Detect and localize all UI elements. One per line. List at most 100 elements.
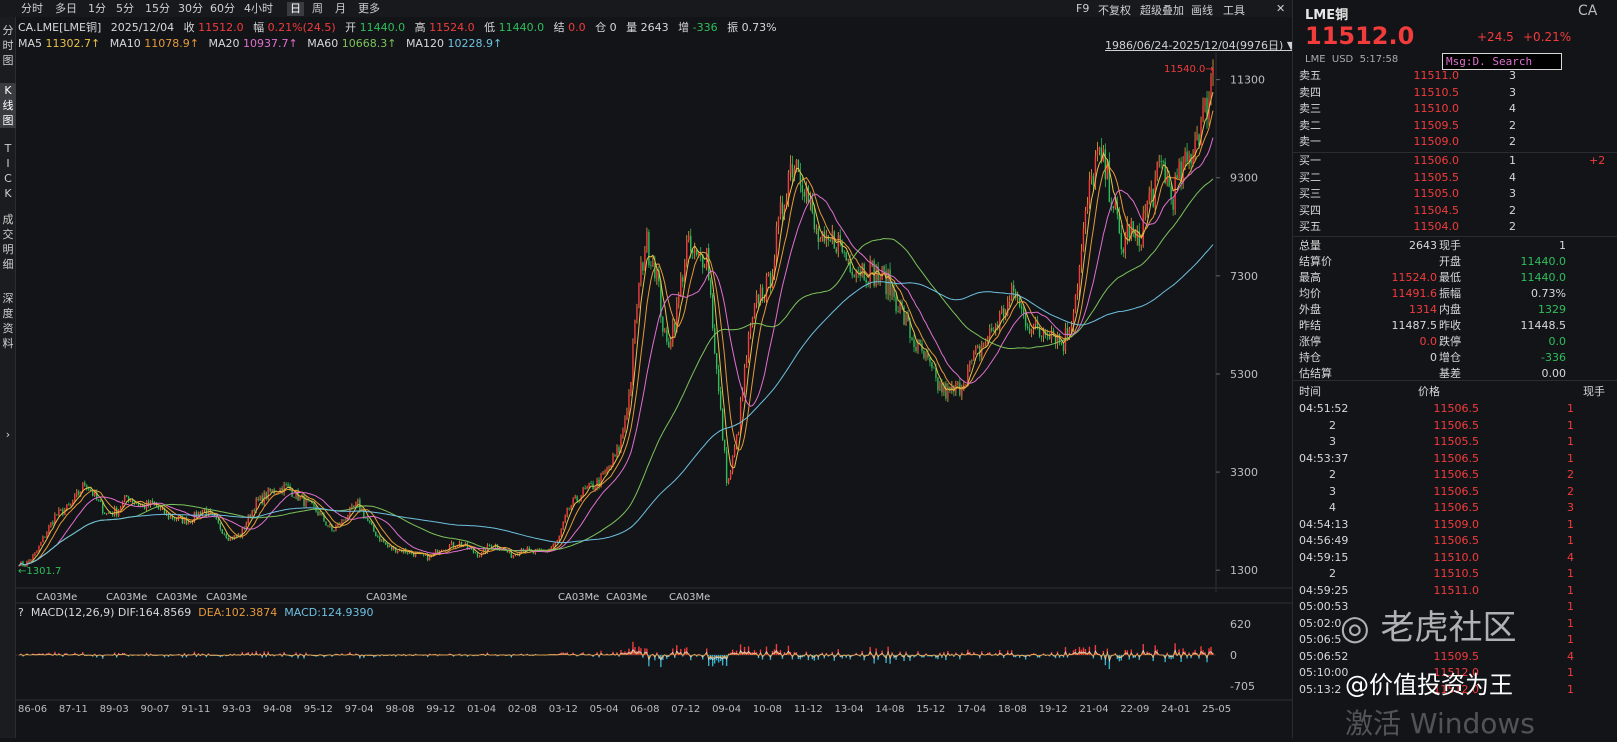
bid-row[interactable]: 买二 11505.5 4 xyxy=(1299,170,1599,186)
candle-body xyxy=(355,502,357,508)
period-tab-9[interactable]: 周 xyxy=(312,2,323,15)
collapse-arrow-icon[interactable]: › xyxy=(5,428,11,441)
candle-body xyxy=(72,501,74,505)
candle-body xyxy=(811,199,814,213)
ask-row[interactable]: 卖二 11509.5 2 xyxy=(1299,118,1599,134)
search-popup[interactable]: Msg:D. Search xyxy=(1442,53,1562,70)
close-icon[interactable]: ✕ xyxy=(1276,2,1286,15)
candle-body xyxy=(183,517,186,524)
period-tab-0[interactable]: 分时 xyxy=(21,2,43,15)
candle-body xyxy=(1118,214,1121,233)
close-label: 收 xyxy=(183,21,195,34)
bid-qty: 3 xyxy=(1509,187,1516,200)
candle-body xyxy=(590,483,592,484)
tick-qty: 1 xyxy=(1567,567,1574,580)
bid-price: 11505.0 xyxy=(1413,187,1460,200)
candle-body xyxy=(951,385,953,390)
candle-body xyxy=(829,240,831,241)
contract-label: CA03Me xyxy=(36,592,77,603)
period-tab-2[interactable]: 1分 xyxy=(88,2,106,15)
candle-body xyxy=(1094,156,1097,186)
period-tab-4[interactable]: 15分 xyxy=(145,2,170,15)
ma20-label: MA20 xyxy=(208,37,240,50)
candle-body xyxy=(78,491,80,495)
view-tab-4[interactable]: 深度资料 xyxy=(0,291,16,351)
candle-body xyxy=(275,493,277,494)
ask-row[interactable]: 卖四 11510.5 3 xyxy=(1299,85,1599,101)
period-tab-11[interactable]: 更多 xyxy=(358,2,380,15)
candle-body xyxy=(389,546,391,548)
tick-qty: 1 xyxy=(1567,583,1574,597)
candle-body xyxy=(721,409,724,440)
price-axis-label: 3300 xyxy=(1230,466,1258,479)
help-icon[interactable]: ? xyxy=(18,606,24,619)
period-tab-5[interactable]: 30分 xyxy=(178,2,203,15)
stat-value: 0 xyxy=(1430,351,1437,364)
divider xyxy=(1293,380,1617,381)
candle-body xyxy=(751,317,754,326)
view-tab-0[interactable]: 分时图 xyxy=(0,23,16,68)
ma60-line xyxy=(18,178,1214,567)
bid-row[interactable]: 买三 11505.0 3 xyxy=(1299,186,1599,202)
bid-qty: 2 xyxy=(1509,203,1516,217)
candle-body xyxy=(1056,333,1059,345)
candle-body xyxy=(805,186,808,197)
period-tab-10[interactable]: 月 xyxy=(335,2,346,15)
stat-row: 结算价 开盘 11440.0 xyxy=(1299,254,1599,270)
candle-body xyxy=(618,447,620,453)
tick-price: 11512.0 xyxy=(1433,682,1480,696)
candle-body xyxy=(36,550,38,553)
period-tab-8[interactable]: 日 xyxy=(287,2,304,16)
bid-row[interactable]: 买五 11504.0 2 xyxy=(1299,219,1599,235)
candle-body xyxy=(327,525,329,527)
candle-body xyxy=(335,526,337,531)
candle-body xyxy=(939,383,941,391)
stat-label: 增仓 xyxy=(1439,351,1461,364)
date-range-selector[interactable]: 1986/06/24-2025/12/04(9976日) ▼ △ xyxy=(1105,37,1307,53)
period-tab-7[interactable]: 4小时 xyxy=(244,2,273,15)
bid-row[interactable]: 买一 11506.0 1 +2 xyxy=(1299,153,1605,169)
candle-body xyxy=(251,510,253,518)
candle-body xyxy=(711,295,714,329)
candle-body xyxy=(406,552,409,554)
candle-body xyxy=(883,266,885,271)
candle-body xyxy=(542,550,544,552)
toolbar-right-3[interactable]: 画线 xyxy=(1191,4,1213,17)
candle-body xyxy=(905,314,907,325)
dropdown-icon[interactable]: ▼ xyxy=(1287,39,1295,52)
view-tab-char: 分 xyxy=(2,24,14,37)
candle-body xyxy=(550,547,552,550)
candle-body xyxy=(408,551,411,554)
bid-row[interactable]: 买四 11504.5 2 xyxy=(1299,203,1599,219)
toolbar-right-4[interactable]: 工具 xyxy=(1223,4,1245,17)
period-tab-3[interactable]: 5分 xyxy=(116,2,134,15)
ask-row[interactable]: 卖三 11510.0 4 xyxy=(1299,101,1599,117)
tick-time: 05:00:53 xyxy=(1299,600,1349,613)
toolbar-right-1[interactable]: 不复权 xyxy=(1098,4,1131,17)
candle-body xyxy=(1192,155,1194,164)
candle-body xyxy=(211,512,214,515)
candle-body xyxy=(528,547,530,550)
candle-body xyxy=(694,249,696,253)
toolbar-right-2[interactable]: 超级叠加 xyxy=(1140,4,1184,17)
candle-body xyxy=(40,542,42,546)
candle-body xyxy=(357,499,359,503)
period-tab-1[interactable]: 多日 xyxy=(55,2,77,15)
candle-body xyxy=(24,565,26,567)
kline-chart[interactable]: 11300 9300 7300 5300 3300 1300 11540.0→ ←1301.7… xyxy=(16,52,1292,718)
toolbar-right-0[interactable]: F9 xyxy=(1076,2,1090,15)
candle-body xyxy=(582,488,584,497)
view-tab-3[interactable]: 成交明细 xyxy=(0,212,16,272)
period-tab-6[interactable]: 60分 xyxy=(210,2,235,15)
tick-row: 04:59:15 11510.0 4 xyxy=(1299,550,1599,566)
stat-label: 跌停 xyxy=(1439,335,1461,348)
stat-row: 总量 2643 现手 1 xyxy=(1299,238,1599,254)
ask-row[interactable]: 卖一 11509.0 2 xyxy=(1299,134,1599,150)
ask-price: 11510.5 xyxy=(1413,85,1460,99)
candle-body xyxy=(100,500,102,502)
ask-row[interactable]: 卖五 11511.0 3 xyxy=(1299,68,1599,84)
tick-price: 11506.5 xyxy=(1433,484,1480,498)
candle-body xyxy=(843,251,845,253)
